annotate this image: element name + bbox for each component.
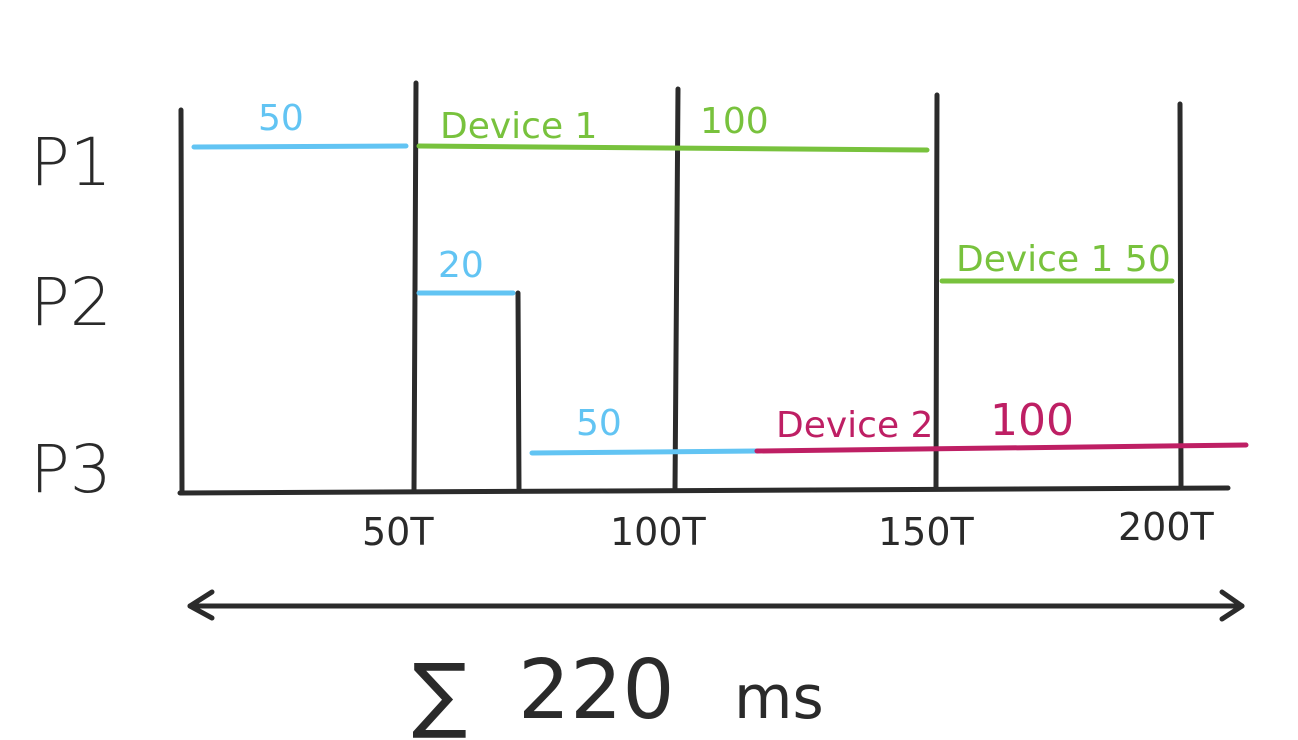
sum-symbol: ∑ [412,647,467,740]
p1-device-value-label: 100 [700,101,769,142]
process-label-p2: P2 [30,264,112,341]
gridline-100 [672,86,681,493]
p3-device-value-label: 100 [990,395,1074,446]
gridline-200 [1177,101,1184,490]
total-unit: ms [734,663,824,733]
tick-label-100: 100T [610,510,707,554]
p3-device-name-label: Device 2 [776,405,933,446]
gridline-50 [411,80,419,494]
p1-cpu-bar [191,143,409,150]
time-axis [177,485,1231,496]
p3-device-bar [754,442,1249,454]
total-span-arrow [187,589,1245,622]
gridline-150 [933,92,940,490]
p2-cpu-label: 20 [438,245,484,286]
p1-device-bar [416,143,930,153]
p3-cpu-label: 50 [576,403,622,444]
p3-cpu-bar [529,448,760,456]
tick-label-150: 150T [878,510,975,554]
process-label-p3: P3 [30,431,112,508]
tick-label-50: 50T [362,510,434,554]
process-label-p1: P1 [30,124,112,201]
p2-end-marker [515,290,522,492]
p2-device-label: Device 1 50 [956,239,1171,280]
tick-label-200: 200T [1118,505,1215,549]
p1-cpu-label: 50 [258,98,304,139]
p1-device-name-label: Device 1 [440,106,597,147]
total-value: 220 [518,643,675,738]
time-gridlines [178,80,1184,495]
gridline-0 [178,107,185,495]
